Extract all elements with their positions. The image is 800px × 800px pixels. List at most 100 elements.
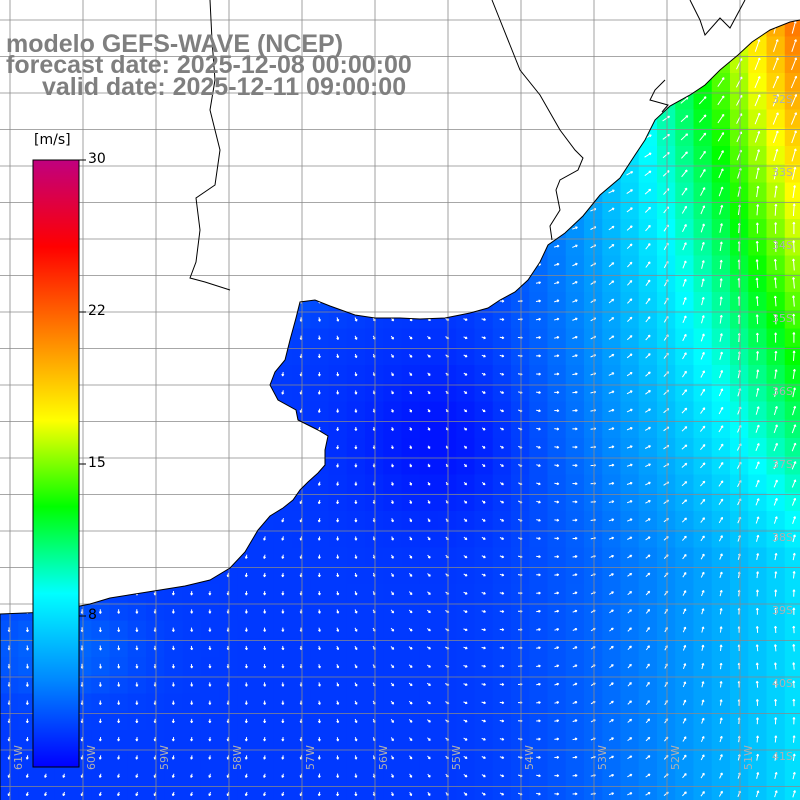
wind-speed-cell xyxy=(784,730,800,749)
wind-arrow xyxy=(517,263,523,267)
wind-speed-cell xyxy=(730,20,749,37)
wind-speed-cell xyxy=(54,109,74,129)
wind-arrow xyxy=(117,426,120,432)
wind-speed-cell xyxy=(109,529,129,548)
wind-speed-cell xyxy=(711,36,731,56)
wind-arrow xyxy=(409,116,413,121)
wind-arrow xyxy=(25,755,29,760)
wind-arrow xyxy=(317,518,321,523)
wind-arrow xyxy=(719,553,723,560)
wind-speed-cell xyxy=(0,0,19,19)
wind-arrow xyxy=(244,153,248,158)
wind-arrow xyxy=(773,130,779,143)
wind-arrow xyxy=(700,498,706,505)
wind-arrow xyxy=(756,571,760,579)
wind-arrow xyxy=(427,153,431,158)
wind-speed-cell xyxy=(529,127,548,147)
wind-arrow xyxy=(408,207,413,212)
wind-speed-cell xyxy=(438,273,457,293)
wind-speed-cell xyxy=(274,0,293,19)
wind-speed-cell xyxy=(584,109,603,129)
wind-speed-cell xyxy=(475,0,494,19)
wind-speed-cell xyxy=(164,547,183,567)
wind-arrow xyxy=(117,207,121,213)
wind-arrow xyxy=(682,572,687,578)
wind-arrow xyxy=(625,61,634,66)
wind-arrow xyxy=(135,481,139,486)
wind-arrow xyxy=(644,116,652,121)
wind-arrow xyxy=(718,462,724,469)
wind-arrow xyxy=(554,409,560,413)
wind-arrow xyxy=(44,791,47,797)
wind-arrow xyxy=(700,754,705,761)
wind-speed-cell xyxy=(675,54,694,74)
wind-speed-cell xyxy=(365,20,384,37)
wind-speed-cell xyxy=(292,200,311,220)
wind-arrow xyxy=(791,497,797,506)
wind-arrow xyxy=(481,226,487,230)
wind-arrow xyxy=(208,25,212,30)
wind-arrow xyxy=(719,717,723,724)
wind-speed-cell xyxy=(0,273,19,293)
wind-arrow xyxy=(427,445,431,450)
wind-arrow xyxy=(135,773,139,778)
wind-arrow xyxy=(171,554,175,559)
wind-speed-cell xyxy=(310,438,329,457)
wind-speed-cell xyxy=(273,438,293,457)
wind-arrow xyxy=(772,112,779,125)
wind-arrow xyxy=(536,755,541,759)
wind-arrow xyxy=(481,701,486,705)
lon-label-57W: 57W xyxy=(304,745,317,770)
wind-arrow xyxy=(208,225,212,231)
wind-arrow xyxy=(135,225,139,231)
wind-arrow xyxy=(409,25,413,30)
wind-arrow xyxy=(698,96,707,105)
wind-arrow xyxy=(208,372,212,377)
wind-arrow xyxy=(208,153,212,158)
wind-arrow xyxy=(117,298,121,304)
wind-speed-cell xyxy=(784,456,800,475)
wind-speed-cell xyxy=(73,109,92,129)
wind-arrow xyxy=(354,207,358,213)
wind-speed-cell xyxy=(127,346,147,366)
wind-arrow xyxy=(643,61,652,67)
wind-arrow xyxy=(25,153,29,158)
wind-arrow xyxy=(644,188,652,195)
wind-speed-cell xyxy=(0,164,19,183)
wind-arrow xyxy=(572,664,578,668)
wind-speed-cell xyxy=(474,292,494,311)
wind-arrow xyxy=(317,554,321,559)
wind-arrow xyxy=(408,299,413,303)
wind-arrow xyxy=(792,387,796,398)
wind-arrow xyxy=(244,700,248,705)
wind-arrow xyxy=(354,773,358,778)
wind-speed-cell xyxy=(164,292,183,311)
wind-arrow xyxy=(736,39,743,52)
wind-speed-cell xyxy=(200,219,220,238)
wind-arrow xyxy=(44,153,47,158)
wind-speed-cell xyxy=(127,419,147,439)
wind-speed-cell xyxy=(784,638,800,658)
wind-arrow xyxy=(317,134,321,140)
wind-speed-cell xyxy=(529,219,548,238)
wind-arrow xyxy=(499,591,505,595)
wind-arrow xyxy=(354,718,358,724)
wind-arrow xyxy=(354,645,358,651)
wind-arrow xyxy=(244,499,248,505)
wind-arrow xyxy=(535,171,542,175)
wind-arrow xyxy=(645,243,651,250)
wind-arrow xyxy=(190,773,193,778)
colorbar-tick-22: 22 xyxy=(88,303,106,319)
wind-arrow xyxy=(25,536,29,541)
wind-arrow xyxy=(463,372,468,376)
wind-arrow xyxy=(572,555,578,559)
wind-speed-cell xyxy=(255,127,275,147)
wind-arrow xyxy=(263,718,267,724)
wind-speed-cell xyxy=(200,292,220,311)
wind-arrow xyxy=(517,172,523,175)
wind-arrow xyxy=(171,317,175,322)
wind-arrow xyxy=(281,408,285,413)
wind-arrow xyxy=(662,97,671,104)
wind-arrow xyxy=(774,717,778,725)
wind-speed-cell xyxy=(237,456,256,475)
